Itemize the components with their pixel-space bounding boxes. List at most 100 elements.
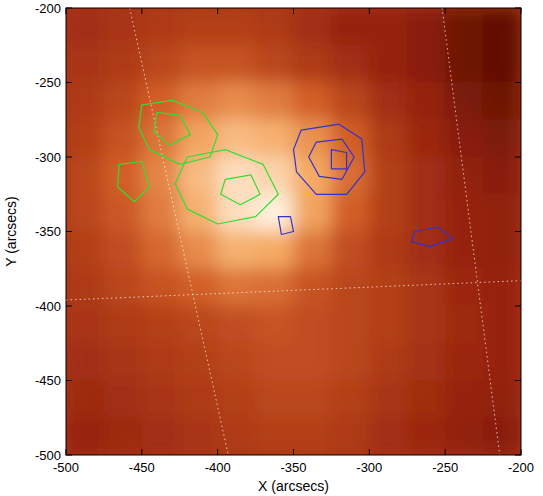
intensity-cell	[179, 231, 218, 269]
intensity-cell	[217, 82, 256, 120]
intensity-cell	[255, 268, 294, 306]
intensity-cell	[407, 380, 446, 418]
x-tick	[293, 449, 294, 455]
intensity-cell	[217, 380, 256, 418]
contour	[154, 112, 190, 145]
intensity-cell	[103, 343, 142, 381]
intensity-cell	[331, 306, 370, 344]
x-tick-label: -400	[205, 460, 231, 475]
x-tick	[369, 449, 370, 455]
intensity-cell	[445, 380, 484, 418]
x-tick	[445, 8, 446, 14]
y-tick	[515, 8, 521, 9]
intensity-cell	[293, 380, 332, 418]
y-tick-label: -200	[35, 1, 61, 16]
intensity-cell	[217, 45, 256, 83]
intensity-cell	[293, 231, 332, 269]
intensity-cell	[255, 45, 294, 83]
intensity-cell	[483, 82, 521, 120]
intensity-cell	[66, 45, 104, 83]
contour	[309, 139, 355, 179]
intensity-cell	[179, 82, 218, 120]
x-tick	[66, 449, 67, 455]
chart: -500-450-400-350-300-250-200-500-450-400…	[0, 0, 543, 496]
intensity-cell	[369, 380, 408, 418]
intensity-cell	[103, 231, 142, 269]
intensity-cell	[445, 417, 484, 455]
intensity-cell	[293, 157, 332, 195]
intensity-cell	[369, 306, 408, 344]
intensity-cell	[483, 343, 521, 381]
contour	[294, 124, 365, 194]
intensity-cell	[179, 380, 218, 418]
intensity-cell	[255, 231, 294, 269]
intensity-cell	[141, 45, 180, 83]
intensity-cell	[483, 119, 521, 157]
intensity-image	[66, 8, 521, 455]
y-tick	[515, 306, 521, 307]
intensity-cell	[369, 45, 408, 83]
y-tick	[515, 82, 521, 83]
intensity-cell	[331, 343, 370, 381]
intensity-cell	[217, 343, 256, 381]
intensity-cell	[445, 45, 484, 83]
intensity-cell	[445, 306, 484, 344]
intensity-cell	[483, 157, 521, 195]
y-tick-label: -300	[35, 150, 61, 165]
intensity-cell	[293, 343, 332, 381]
x-tick	[369, 8, 370, 14]
intensity-cell	[407, 119, 446, 157]
intensity-cell	[255, 306, 294, 344]
intensity-cell	[217, 268, 256, 306]
intensity-cell	[483, 8, 521, 46]
intensity-cell	[407, 194, 446, 232]
intensity-cell	[66, 417, 104, 455]
intensity-cell	[66, 82, 104, 120]
intensity-cell	[331, 45, 370, 83]
intensity-cell	[331, 231, 370, 269]
intensity-cell	[293, 417, 332, 455]
intensity-cell	[445, 268, 484, 306]
intensity-cell	[255, 417, 294, 455]
contour	[139, 100, 218, 164]
intensity-cell	[217, 417, 256, 455]
intensity-cell	[407, 157, 446, 195]
intensity-cell	[407, 306, 446, 344]
intensity-cell	[407, 417, 446, 455]
intensity-cell	[103, 417, 142, 455]
x-tick	[217, 449, 218, 455]
intensity-cell	[445, 343, 484, 381]
intensity-cell	[331, 194, 370, 232]
contour	[412, 227, 453, 246]
intensity-cell	[141, 343, 180, 381]
intensity-cell	[407, 268, 446, 306]
intensity-cell	[179, 194, 218, 232]
x-tick	[141, 8, 142, 14]
intensity-cell	[445, 157, 484, 195]
y-tick-label: -350	[35, 224, 61, 239]
x-tick	[521, 449, 522, 455]
y-tick	[66, 306, 72, 307]
contour	[118, 162, 150, 202]
intensity-cell	[483, 194, 521, 232]
intensity-cell	[445, 82, 484, 120]
y-tick	[66, 157, 72, 158]
y-tick-label: -500	[35, 448, 61, 463]
heliographic-grid-line	[130, 8, 229, 455]
x-tick	[66, 8, 67, 14]
intensity-cell	[179, 343, 218, 381]
intensity-cell	[179, 417, 218, 455]
x-tick-label: -350	[280, 460, 306, 475]
intensity-cell	[103, 45, 142, 83]
intensity-cell	[103, 268, 142, 306]
x-tick	[293, 8, 294, 14]
intensity-cell	[483, 380, 521, 418]
y-tick	[66, 380, 72, 381]
intensity-cell	[255, 343, 294, 381]
intensity-cell	[293, 82, 332, 120]
x-tick-label: -450	[129, 460, 155, 475]
x-tick-label: -300	[356, 460, 382, 475]
intensity-cell	[369, 343, 408, 381]
intensity-cell	[66, 8, 104, 46]
intensity-cell	[369, 119, 408, 157]
